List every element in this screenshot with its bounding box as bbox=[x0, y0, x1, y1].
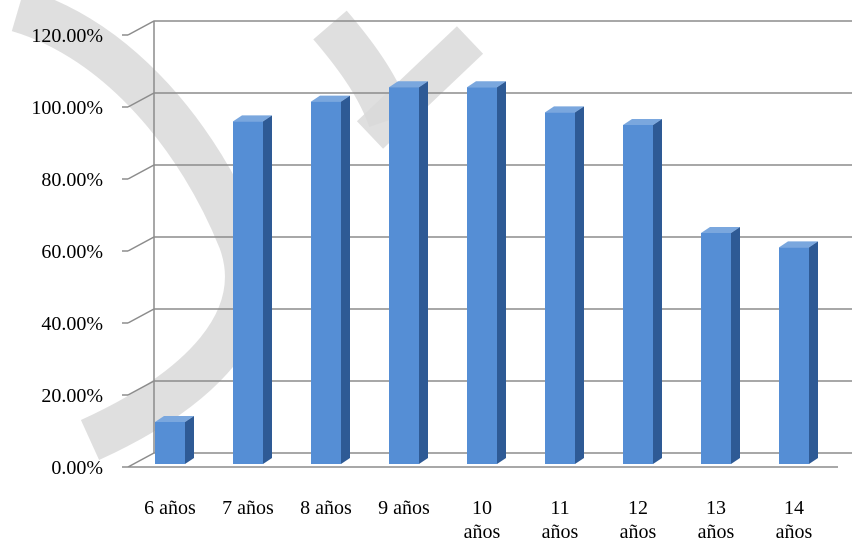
bar-front bbox=[623, 125, 653, 464]
bar bbox=[623, 119, 662, 464]
bar bbox=[779, 241, 818, 464]
bar-side bbox=[419, 81, 428, 464]
y-tick-label: 100.00% bbox=[31, 97, 103, 119]
x-tick-label: 7 años bbox=[222, 497, 274, 519]
x-tick-label-line: 8 años bbox=[300, 497, 352, 519]
y-tick-label: 0.00% bbox=[51, 457, 103, 479]
bar-top bbox=[233, 115, 272, 122]
x-tick-label-line: años bbox=[776, 521, 813, 543]
bar-front bbox=[467, 87, 497, 464]
gridlines bbox=[122, 20, 852, 468]
x-tick-label-line: 13 bbox=[706, 497, 726, 519]
x-tick-label: 13 años bbox=[698, 497, 735, 543]
bar-side bbox=[185, 416, 194, 464]
bars bbox=[155, 81, 818, 465]
bar-front bbox=[389, 87, 419, 464]
bar bbox=[311, 95, 350, 464]
x-tick-label-line: 9 años bbox=[378, 497, 430, 519]
bar-top bbox=[623, 119, 662, 125]
bar bbox=[701, 227, 740, 464]
bar-front bbox=[545, 112, 575, 465]
bar-side bbox=[497, 81, 506, 464]
bar bbox=[155, 416, 194, 464]
y-tick-label: 40.00% bbox=[41, 313, 103, 335]
x-tick-label: 8 años bbox=[300, 497, 352, 519]
y-tick-label: 20.00% bbox=[41, 385, 103, 407]
watermark-arc bbox=[11, 0, 269, 461]
x-tick-label: 6 años bbox=[144, 497, 196, 519]
bar-top bbox=[779, 241, 818, 248]
y-axis-tick-labels: 0.00% 20.00% 40.00% 60.00% 80.00% 100.00% 120.… bbox=[31, 25, 103, 479]
bar-top bbox=[311, 95, 350, 102]
x-tick-label-line: años bbox=[620, 521, 657, 543]
x-tick-label: 14 años bbox=[776, 497, 813, 543]
x-tick-label-line: años bbox=[698, 521, 735, 543]
x-tick-label: 10 años bbox=[464, 497, 501, 543]
x-tick-label-line: 14 bbox=[784, 497, 804, 519]
bar-side bbox=[653, 119, 662, 464]
gridline bbox=[127, 452, 852, 468]
x-tick-label-line: 12 bbox=[628, 497, 648, 519]
x-tick-label: 11 años bbox=[542, 497, 579, 543]
gridline bbox=[127, 20, 852, 36]
bar-side bbox=[809, 241, 818, 464]
bar-front bbox=[701, 233, 731, 464]
bar-front bbox=[311, 101, 341, 464]
bar-front bbox=[155, 422, 185, 464]
gridline bbox=[127, 236, 852, 252]
bar-side bbox=[575, 106, 584, 465]
gridline bbox=[127, 164, 852, 180]
bar-top bbox=[545, 106, 584, 113]
bar-side bbox=[341, 95, 350, 464]
y-tick-label: 120.00% bbox=[31, 25, 103, 47]
bar-top bbox=[701, 227, 740, 233]
bar bbox=[467, 81, 506, 464]
bar-top bbox=[155, 416, 194, 422]
bar-front bbox=[233, 121, 263, 465]
gridline bbox=[127, 380, 852, 396]
bar-top bbox=[389, 81, 428, 88]
x-tick-label-line: años bbox=[542, 521, 579, 543]
bar bbox=[233, 115, 272, 465]
x-tick-label-line: años bbox=[464, 521, 501, 543]
x-tick-label: 12 años bbox=[620, 497, 657, 543]
x-tick-label-line: 7 años bbox=[222, 497, 274, 519]
x-tick-label-line: 11 bbox=[550, 497, 569, 519]
x-tick-label: 9 años bbox=[378, 497, 430, 519]
gridline bbox=[127, 92, 852, 108]
bar-side bbox=[263, 115, 272, 465]
bar bbox=[389, 81, 428, 464]
bar-top bbox=[467, 81, 506, 88]
y-tick-label: 60.00% bbox=[41, 241, 103, 263]
gridline bbox=[127, 308, 852, 324]
bar-side bbox=[731, 227, 740, 464]
bar bbox=[545, 106, 584, 465]
bar-front bbox=[779, 247, 809, 464]
x-tick-label-line: 10 bbox=[472, 497, 492, 519]
x-tick-label-line: 6 años bbox=[144, 497, 196, 519]
y-tick-label: 80.00% bbox=[41, 169, 103, 191]
